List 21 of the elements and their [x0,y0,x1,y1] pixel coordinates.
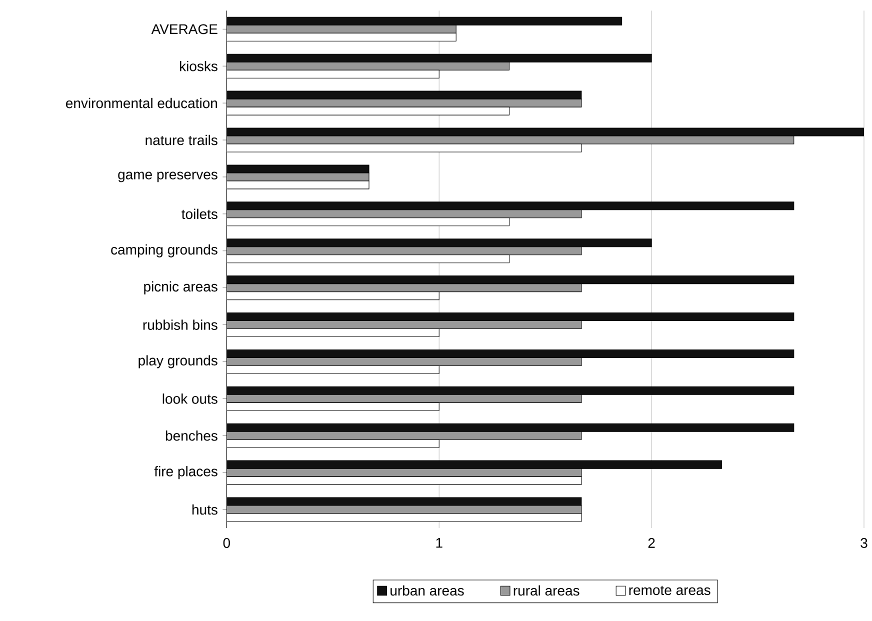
y-tick-label: AVERAGE [151,24,218,34]
y-tick-label: play grounds [138,355,218,368]
y-tick-label: environmental education [66,98,218,108]
x-tick-label: 3 [860,538,868,548]
x-tick-label: 2 [648,538,655,548]
y-tick-label: benches [166,430,218,441]
legend-label: rural areas [514,585,580,596]
x-tick-label: 0 [223,538,230,548]
x-tick-label: 1 [436,538,442,548]
y-tick-label: rubbish bins [143,319,218,330]
legend-label: remote areas [629,586,710,595]
y-tick-label: game preserves [118,172,218,182]
y-tick-label: nature trails [146,134,218,145]
y-tick-label: camping grounds [111,244,218,258]
y-tick-label: look outs [162,393,218,404]
y-tick-label: kiosks [180,60,218,72]
y-tick-label: fire places [154,466,218,479]
legend-label: urban areas [390,585,464,596]
y-tick-label: toilets [182,208,218,219]
y-tick-label: picnic areas [144,281,218,294]
y-tick-label: huts [192,504,218,515]
